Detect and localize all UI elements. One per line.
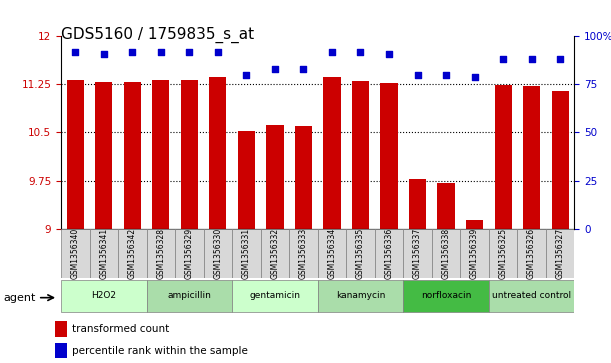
Point <box>527 57 536 62</box>
FancyBboxPatch shape <box>375 229 403 278</box>
Text: GSM1356328: GSM1356328 <box>156 228 166 279</box>
Text: kanamycin: kanamycin <box>336 291 385 300</box>
Bar <box>352 81 369 229</box>
Text: gentamicin: gentamicin <box>249 291 301 300</box>
Bar <box>466 220 483 229</box>
Text: GSM1356337: GSM1356337 <box>413 228 422 279</box>
Point <box>498 57 508 62</box>
FancyBboxPatch shape <box>346 229 375 278</box>
Point <box>128 49 137 54</box>
Text: percentile rank within the sample: percentile rank within the sample <box>72 346 247 356</box>
Bar <box>152 80 169 229</box>
Point <box>441 72 451 78</box>
FancyBboxPatch shape <box>203 229 232 278</box>
Text: GSM1356338: GSM1356338 <box>442 228 450 279</box>
Bar <box>238 131 255 229</box>
Point <box>241 72 251 78</box>
Text: GSM1356340: GSM1356340 <box>71 228 80 279</box>
FancyBboxPatch shape <box>118 229 147 278</box>
Text: GSM1356339: GSM1356339 <box>470 228 479 279</box>
FancyBboxPatch shape <box>147 280 232 312</box>
Bar <box>323 77 340 229</box>
Bar <box>210 77 227 229</box>
Text: untreated control: untreated control <box>492 291 571 300</box>
Bar <box>409 179 426 229</box>
Text: GSM1356329: GSM1356329 <box>185 228 194 279</box>
FancyBboxPatch shape <box>232 229 261 278</box>
Point <box>555 57 565 62</box>
Bar <box>494 85 511 229</box>
Text: transformed count: transformed count <box>72 324 169 334</box>
Point <box>327 49 337 54</box>
FancyBboxPatch shape <box>175 229 203 278</box>
Bar <box>523 86 540 229</box>
Bar <box>552 91 569 229</box>
Point <box>299 66 309 72</box>
Text: GSM1356326: GSM1356326 <box>527 228 536 279</box>
Point <box>384 51 394 57</box>
FancyBboxPatch shape <box>147 229 175 278</box>
FancyBboxPatch shape <box>489 280 574 312</box>
FancyBboxPatch shape <box>318 229 346 278</box>
FancyBboxPatch shape <box>546 229 574 278</box>
Text: GSM1356325: GSM1356325 <box>499 228 508 279</box>
Point <box>213 49 223 54</box>
Point <box>412 72 422 78</box>
FancyBboxPatch shape <box>61 280 147 312</box>
Point <box>470 74 480 79</box>
FancyBboxPatch shape <box>432 229 460 278</box>
Text: ampicillin: ampicillin <box>167 291 211 300</box>
Bar <box>95 82 112 229</box>
Text: GSM1356341: GSM1356341 <box>100 228 108 279</box>
Text: GSM1356336: GSM1356336 <box>384 228 393 279</box>
Bar <box>437 183 455 229</box>
Text: H2O2: H2O2 <box>92 291 116 300</box>
Point <box>70 49 80 54</box>
Point <box>356 49 365 54</box>
FancyBboxPatch shape <box>318 280 403 312</box>
Text: GSM1356330: GSM1356330 <box>213 228 222 279</box>
Bar <box>181 80 198 229</box>
Text: GSM1356335: GSM1356335 <box>356 228 365 279</box>
FancyBboxPatch shape <box>403 280 489 312</box>
Text: GSM1356334: GSM1356334 <box>327 228 337 279</box>
Text: agent: agent <box>3 293 35 303</box>
Text: GDS5160 / 1759835_s_at: GDS5160 / 1759835_s_at <box>61 27 254 44</box>
Point <box>270 66 280 72</box>
Bar <box>266 125 284 229</box>
Bar <box>124 82 141 229</box>
FancyBboxPatch shape <box>261 229 289 278</box>
FancyBboxPatch shape <box>518 229 546 278</box>
FancyBboxPatch shape <box>61 229 90 278</box>
FancyBboxPatch shape <box>232 280 318 312</box>
Point <box>185 49 194 54</box>
Bar <box>55 343 67 358</box>
Bar <box>295 126 312 229</box>
Text: GSM1356342: GSM1356342 <box>128 228 137 279</box>
FancyBboxPatch shape <box>460 229 489 278</box>
Text: GSM1356327: GSM1356327 <box>555 228 565 279</box>
Point <box>99 51 109 57</box>
Text: GSM1356332: GSM1356332 <box>271 228 279 279</box>
FancyBboxPatch shape <box>90 229 118 278</box>
FancyBboxPatch shape <box>489 229 518 278</box>
Text: norfloxacin: norfloxacin <box>421 291 471 300</box>
FancyBboxPatch shape <box>289 229 318 278</box>
Text: GSM1356331: GSM1356331 <box>242 228 251 279</box>
Bar <box>381 83 398 229</box>
Bar <box>67 80 84 229</box>
Bar <box>55 321 67 337</box>
Text: GSM1356333: GSM1356333 <box>299 228 308 279</box>
Point <box>156 49 166 54</box>
FancyBboxPatch shape <box>403 229 432 278</box>
